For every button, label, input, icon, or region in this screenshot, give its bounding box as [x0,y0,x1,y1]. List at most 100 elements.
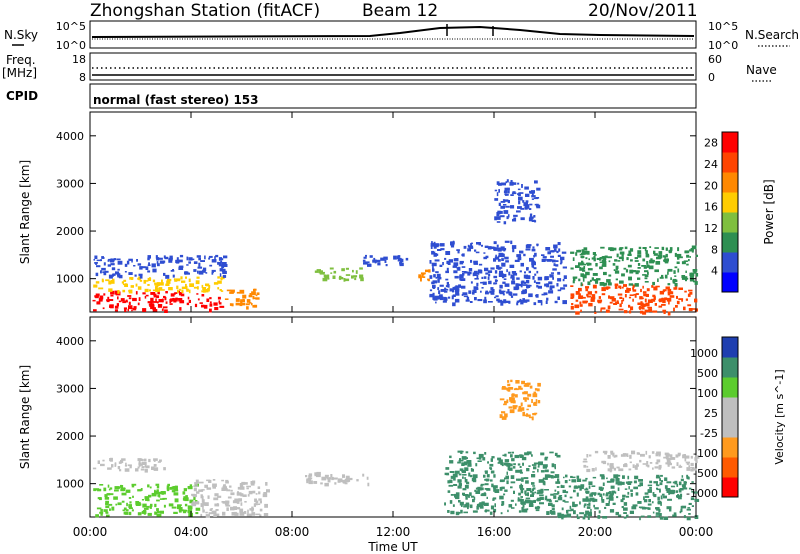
data-pixel [450,244,455,248]
data-pixel [194,483,199,487]
data-pixel [602,257,607,260]
data-pixel [149,486,152,489]
data-pixel [452,288,455,293]
data-pixel [614,270,620,274]
data-pixel [507,387,511,390]
data-pixel [478,457,482,460]
y-tick-label: 2000 [56,225,84,238]
data-pixel [157,291,160,295]
data-pixel [226,289,232,292]
data-pixel [465,502,470,506]
data-pixel [616,466,620,469]
data-pixel [551,510,556,513]
data-pixel [586,468,591,473]
data-pixel [254,498,257,503]
data-pixel [472,289,477,293]
data-pixel [202,287,207,290]
data-pixel [477,269,482,274]
data-pixel [684,455,690,459]
data-pixel [258,498,262,501]
data-pixel [197,266,203,269]
data-pixel [607,462,609,466]
data-pixel [510,205,515,209]
data-pixel [515,380,520,384]
data-pixel [314,270,319,273]
data-pixel [637,250,642,254]
data-pixel [462,474,467,476]
data-pixel [110,280,115,282]
data-pixel [257,503,261,505]
data-pixel [117,274,122,278]
data-pixel [385,264,388,267]
data-pixel [138,276,141,281]
data-pixel [125,509,129,512]
data-pixel [691,491,695,493]
data-pixel [608,295,610,299]
data-pixel [213,302,218,306]
data-pixel [153,458,158,461]
data-pixel [664,255,666,259]
data-pixel [609,466,615,469]
data-pixel [583,464,587,468]
data-pixel [175,499,178,502]
data-pixel [628,310,632,314]
data-pixel [512,293,518,296]
data-pixel [161,279,163,284]
data-pixel [105,502,109,506]
data-pixel [512,405,518,408]
data-pixel [334,482,337,485]
data-pixel [489,511,493,515]
data-pixel [557,515,561,518]
data-pixel [528,270,531,274]
data-pixel [649,246,652,248]
data-pixel [128,290,132,292]
data-pixel [153,467,159,471]
data-pixel [241,302,246,306]
data-pixel [634,283,639,287]
data-pixel [205,283,210,286]
data-pixel [316,474,321,478]
data-pixel [462,476,464,479]
data-pixel [458,284,461,288]
data-pixel [516,277,520,280]
data-pixel [186,288,189,292]
data-pixel [197,270,199,274]
data-pixel [579,301,582,305]
data-pixel [589,279,592,282]
data-pixel [178,292,182,295]
data-pixel [376,259,381,263]
data-pixel [627,491,630,495]
data-pixel [117,268,120,271]
data-pixel [545,456,549,459]
data-pixel [161,308,164,311]
data-pixel [239,512,245,516]
data-pixel [142,510,147,514]
data-pixel [585,490,590,494]
data-pixel [618,285,621,289]
data-pixel [640,288,642,293]
data-pixel [124,263,128,267]
data-pixel [462,494,468,496]
data-pixel [677,247,680,252]
data-pixel [575,299,579,302]
data-pixel [541,293,546,296]
data-pixel [521,407,525,411]
data-pixel [663,289,667,292]
data-pixel [513,214,518,217]
data-pixel [582,460,588,463]
data-pixel [187,296,190,300]
data-pixel [429,295,434,298]
data-pixel [462,492,465,496]
data-pixel [96,265,101,268]
data-pixel [534,491,536,494]
x-tick-label: 00:00 [679,525,714,539]
data-pixel [617,293,623,296]
data-pixel [653,253,658,256]
data-pixel [178,290,181,293]
data-pixel [345,475,350,480]
data-pixel [465,503,470,508]
data-pixel [688,308,693,312]
data-pixel [248,490,253,495]
data-pixel [97,488,102,492]
nave-label: Nave [746,63,777,77]
